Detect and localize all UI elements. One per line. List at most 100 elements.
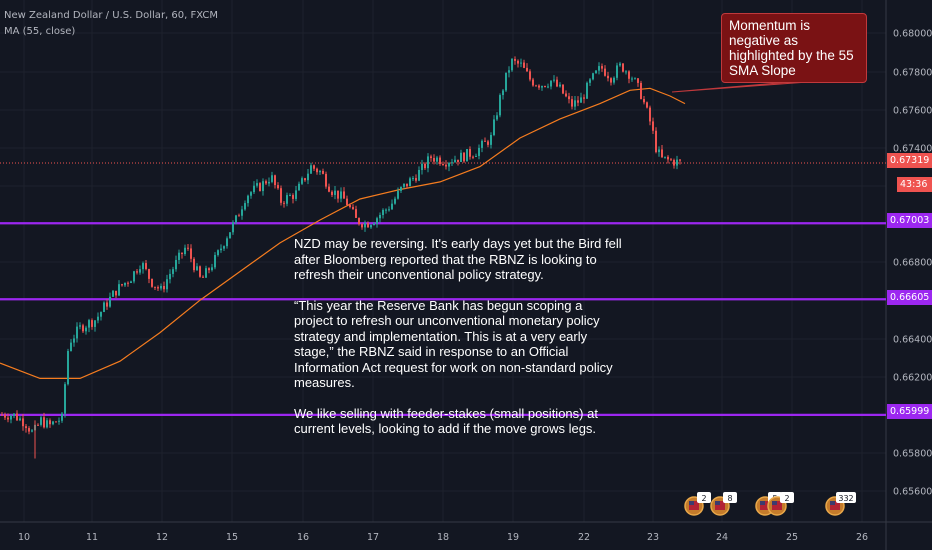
candle-body: [625, 71, 627, 73]
candle-body: [466, 149, 468, 162]
candle-body: [415, 178, 417, 181]
candle-body: [136, 271, 138, 273]
candle-body: [652, 121, 654, 131]
candle-body: [574, 100, 576, 107]
candle-body: [520, 62, 522, 64]
candle-body: [133, 271, 135, 282]
candlesticks: [1, 56, 681, 459]
candle-body: [595, 70, 597, 74]
candle-body: [145, 263, 147, 270]
candle-body: [622, 63, 624, 72]
candle-body: [256, 183, 258, 186]
candle-body: [265, 181, 267, 184]
candle-body: [664, 156, 666, 158]
commentary-text: NZD may be reversing. It's early days ye…: [294, 236, 624, 452]
candle-body: [526, 67, 528, 72]
badge-count: 2: [701, 494, 706, 503]
candle-body: [562, 84, 564, 94]
candle-body: [496, 115, 498, 120]
candle-body: [571, 99, 573, 107]
candle-body: [493, 119, 495, 135]
candle-body: [376, 218, 378, 224]
candle-body: [367, 223, 369, 228]
candle-body: [319, 170, 321, 173]
candle-body: [172, 269, 174, 274]
candle-body: [7, 417, 9, 420]
candle-body: [487, 141, 489, 145]
candle-body: [640, 82, 642, 100]
event-badge-1[interactable]: 2: [683, 490, 713, 516]
event-badge-2[interactable]: 8: [709, 490, 739, 516]
candle-body: [307, 173, 309, 181]
candle-body: [214, 255, 216, 268]
candle-body: [646, 102, 648, 108]
candle-body: [118, 284, 120, 296]
candle-body: [286, 195, 288, 204]
candle-body: [616, 65, 618, 78]
candle-body: [358, 217, 360, 225]
candle-body: [13, 413, 15, 416]
candle-body: [91, 320, 93, 327]
event-badge-5[interactable]: 332: [824, 490, 858, 516]
candle-body: [298, 183, 300, 191]
candle-body: [553, 79, 555, 81]
candle-body: [1, 414, 3, 416]
candle-body: [523, 62, 525, 68]
event-badge-4[interactable]: 2: [766, 490, 796, 516]
candle-body: [100, 311, 102, 317]
candle-body: [205, 268, 207, 278]
candle-body: [547, 86, 549, 88]
candle-body: [673, 160, 675, 166]
candle-body: [538, 85, 540, 88]
candle-body: [166, 279, 168, 290]
candle-body: [310, 165, 312, 174]
candle-body: [268, 181, 270, 184]
candle-body: [433, 158, 435, 162]
candle-body: [226, 238, 228, 247]
candle-body: [454, 159, 456, 163]
candle-body: [529, 71, 531, 80]
candle-body: [667, 156, 669, 160]
candle-body: [604, 68, 606, 76]
candle-body: [601, 66, 603, 69]
level-price-label-3: 0.65999: [887, 404, 932, 419]
candle-body: [82, 325, 84, 332]
candle-body: [238, 215, 240, 217]
candle-body: [280, 188, 282, 203]
price-tick-label: 0.65600: [893, 487, 932, 498]
candle-body: [199, 266, 201, 277]
candle-body: [379, 215, 381, 219]
candle-body: [409, 178, 411, 187]
candle-body: [637, 78, 639, 83]
candle-body: [220, 248, 222, 251]
candle-body: [403, 183, 405, 187]
candle-body: [502, 90, 504, 96]
candle-body: [157, 287, 159, 289]
candle-body: [295, 190, 297, 199]
candle-body: [430, 156, 432, 159]
candle-body: [79, 325, 81, 327]
candle-body: [370, 225, 372, 228]
time-tick-label: 19: [507, 532, 519, 543]
candle-body: [505, 72, 507, 91]
candle-body: [382, 209, 384, 216]
candle-body: [127, 282, 129, 284]
time-tick-label: 16: [297, 532, 309, 543]
candle-body: [628, 71, 630, 79]
candle-body: [658, 149, 660, 153]
candle-body: [634, 78, 636, 80]
time-axis: 10 11 12 15 16 17 18 19 22 23 24 25 26: [18, 532, 868, 543]
candle-body: [292, 195, 294, 199]
candle-body: [343, 191, 345, 199]
candle-body: [10, 415, 12, 420]
candle-body: [511, 59, 513, 71]
candle-body: [586, 82, 588, 99]
badge-count: 332: [838, 494, 853, 503]
candle-body: [106, 302, 108, 307]
price-tick-label: 0.67400: [893, 144, 932, 155]
candle-body: [304, 178, 306, 181]
candle-body: [19, 418, 21, 421]
candle-body: [43, 417, 45, 428]
price-tick-label: 0.67600: [893, 106, 932, 117]
